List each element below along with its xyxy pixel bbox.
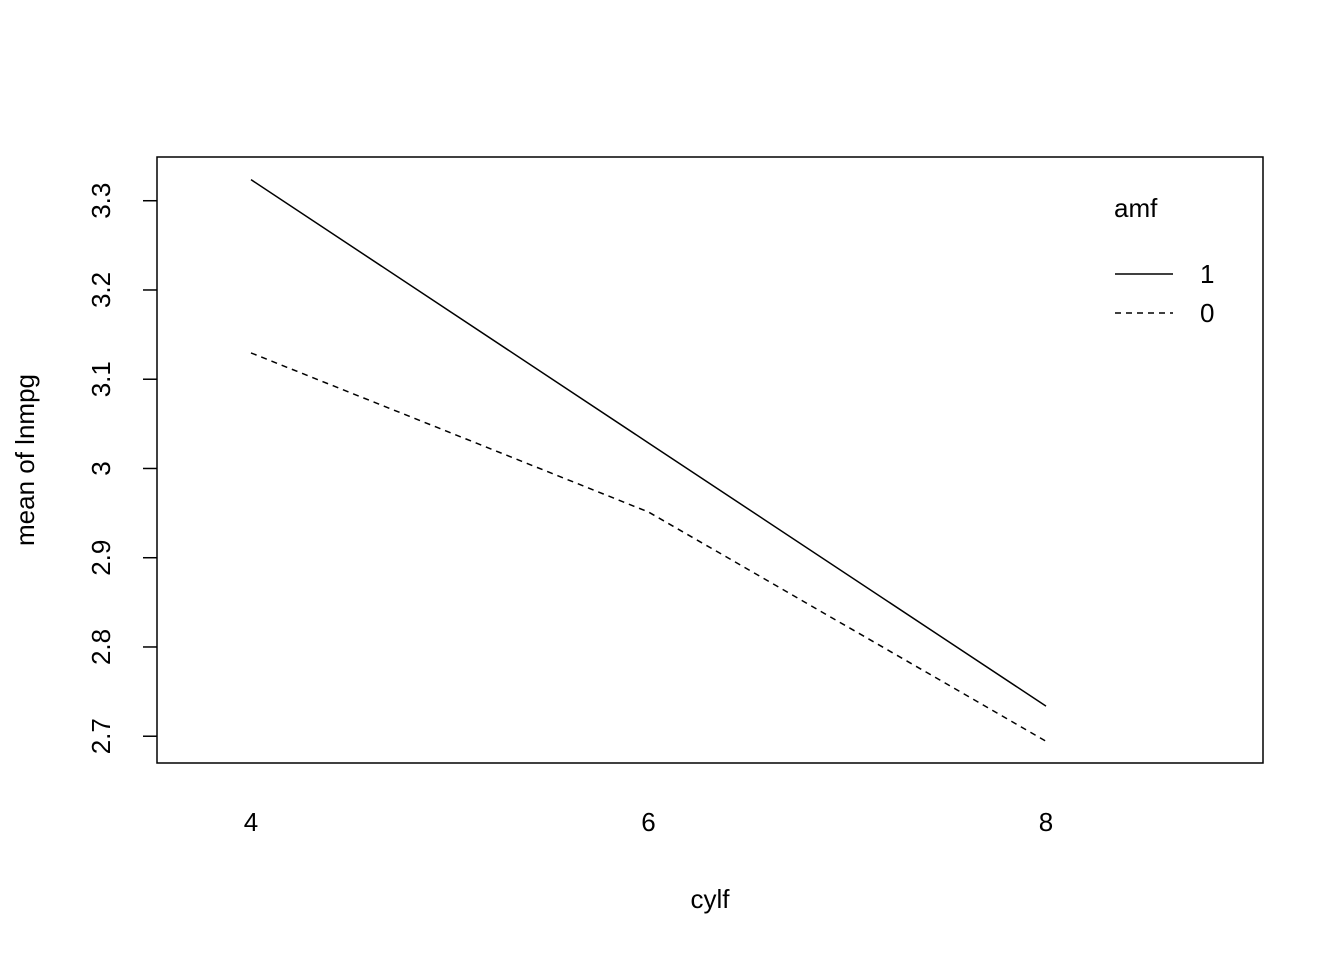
series-line	[250, 179, 1047, 707]
x-tick-label: 8	[1039, 807, 1053, 837]
y-tick-label: 3	[86, 461, 116, 475]
y-tick-label: 2.9	[86, 540, 116, 576]
x-tick-label: 6	[641, 807, 655, 837]
x-tick-label: 4	[244, 807, 258, 837]
x-axis-label: cylf	[691, 884, 731, 914]
y-tick-label: 2.8	[86, 629, 116, 665]
y-tick-label: 3.2	[86, 272, 116, 308]
legend-label: 1	[1200, 259, 1214, 289]
y-axis-label: mean of lnmpg	[10, 374, 40, 546]
y-tick-label: 2.7	[86, 718, 116, 754]
plot-frame	[156, 156, 1264, 764]
legend-label: 0	[1200, 298, 1214, 328]
legend-title: amf	[1114, 193, 1158, 223]
series-line	[250, 352, 1047, 742]
y-tick-label: 3.3	[86, 183, 116, 219]
y-tick-label: 3.1	[86, 361, 116, 397]
